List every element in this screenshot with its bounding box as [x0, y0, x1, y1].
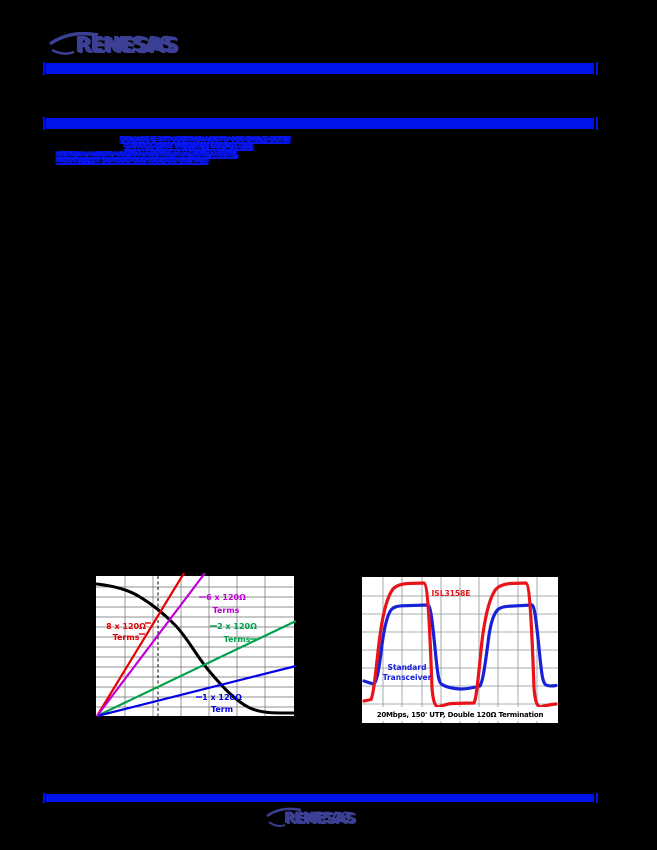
logo-swoosh-lower: [268, 821, 286, 827]
series-label-2x120: Terms: [224, 635, 251, 644]
logo-wordmark-ghost: RENESAS: [77, 34, 179, 58]
link-row-4[interactable]: MOSTSLILST SOTOSO OSE ISOLTOS OSE PLO MO…: [55, 156, 210, 165]
series-label-6x120: 6 x 120Ω: [206, 593, 246, 602]
logo-wordmark-ghost: RENESAS: [76, 32, 173, 56]
series-label-1x120: Term: [211, 705, 233, 714]
series-8x120: [96, 572, 185, 717]
link-text: DOLNOS E OTI VOETNON IOSTU VOS DIOLS OST…: [119, 135, 288, 143]
logo-wordmark: RENESAS: [75, 33, 177, 57]
renesas-logo-footer-graphic: RENESAS RENESAS RENESAS: [266, 807, 358, 828]
figure-termination-chart: 8 x 120Ω Terms 6 x 120Ω Terms 2 x 120Ω T…: [93, 572, 297, 719]
figure-waveform-chart: ISL3158E Standard Transceiver 20Mbps, 15…: [358, 573, 562, 727]
renesas-logo-footer: RENESAS RENESAS RENESAS: [261, 804, 377, 832]
series-isl3158e: [362, 581, 558, 709]
series-label-8x120: 8 x 120Ω: [106, 622, 146, 631]
link-text-ghost: MOSTSLILST SOTOSO OSE ISOLTOS OSE PLO: [56, 156, 209, 165]
series-label-standard: Standard: [388, 663, 427, 672]
series-rolloff-curve: [95, 582, 296, 715]
header-rule-bottom: [46, 118, 594, 129]
link-row-2[interactable]: CATIVLG LBST TRELBVEE VOLPLG LBE CATIVLG…: [123, 142, 258, 151]
series-standard-transceiver: [362, 603, 558, 691]
series-label-1x120: 1 x 120Ω: [202, 693, 242, 702]
series-label-standard: Transceiver: [383, 673, 432, 682]
series-label-isl3158e: ISL3158E: [432, 589, 471, 598]
logo-wordmark-ghost: RENESAS: [284, 810, 351, 826]
link-text-ghost: MOSTSLILST SOTOSO OSE ISOLTOS OSE PLO: [58, 155, 210, 164]
link-text-ghost: IOSTOA U NOSTU VOLTIA U IOSTULIA U LOSTI…: [58, 149, 240, 158]
logo-swoosh: [48, 31, 99, 46]
link-text-ghost: CATIVLG LBST TRELBVEE VOLPLG LBE: [126, 141, 255, 150]
header-rule-top: [46, 63, 594, 74]
logo-wordmark: RENESAS: [284, 809, 355, 827]
link-text-ghost: CATIVLG LBST TRELBVEE VOLPLG LBE: [124, 142, 254, 151]
rule-end-mark: [596, 117, 598, 130]
renesas-logo: RENESAS RENESAS RENESAS: [44, 28, 206, 60]
series-label-8x120: Terms: [113, 633, 140, 642]
link-row-3[interactable]: IOSTOA U NOSTU VOLTIA U IOSTULIA U LOSTI…: [55, 150, 240, 159]
link-row-1[interactable]: DOLNOS E OTI VOETNON IOSTU VOS DIOLS OST…: [119, 135, 291, 144]
link-text: CATIVLG LBST TRELBVEE VOLPLG LBE: [123, 142, 252, 150]
logo-swoosh-lower: [51, 48, 75, 55]
logo-wordmark-ghost: RENESAS: [286, 810, 357, 828]
caption-backing: [366, 707, 554, 721]
rule-end-mark: [596, 793, 598, 803]
figure-caption: 20Mbps, 150' UTP, Double 120Ω Terminatio…: [377, 711, 544, 719]
footer-rule: [46, 794, 594, 802]
link-text: MOSTSLILST SOTOSO OSE ISOLTOS OSE PLO: [55, 156, 207, 164]
series-6x120: [96, 572, 206, 717]
series-2x120: [96, 620, 297, 717]
rule-end-mark: [43, 62, 45, 75]
rule-end-mark: [43, 117, 45, 130]
series-1x120: [96, 664, 297, 718]
chart-frame: [93, 573, 297, 719]
logo-swoosh: [266, 807, 302, 818]
series-label-2x120: 2 x 120Ω: [217, 622, 257, 631]
link-text-ghost: IOSTOA U NOSTU VOLTIA U IOSTULIA U LOSTI…: [56, 150, 239, 159]
link-text-ghost: DOLNOS E OTI VOETNON IOSTU VOS DIOLS OST…: [122, 134, 291, 143]
series-label-6x120: Terms: [213, 606, 240, 615]
gridlines: [96, 576, 294, 716]
link-text: IOSTOA U NOSTU VOLTIA U IOSTULIA U LOSTI…: [55, 150, 237, 158]
renesas-logo-graphic: RENESAS RENESAS RENESAS: [48, 31, 180, 58]
rule-end-mark: [596, 62, 598, 75]
link-text-ghost: DOLNOS E OTI VOETNON IOSTU VOS DIOLS OST…: [120, 135, 290, 144]
rule-end-mark: [43, 793, 45, 803]
label-leader-dashes: [139, 596, 257, 698]
gridlines: [362, 577, 558, 723]
